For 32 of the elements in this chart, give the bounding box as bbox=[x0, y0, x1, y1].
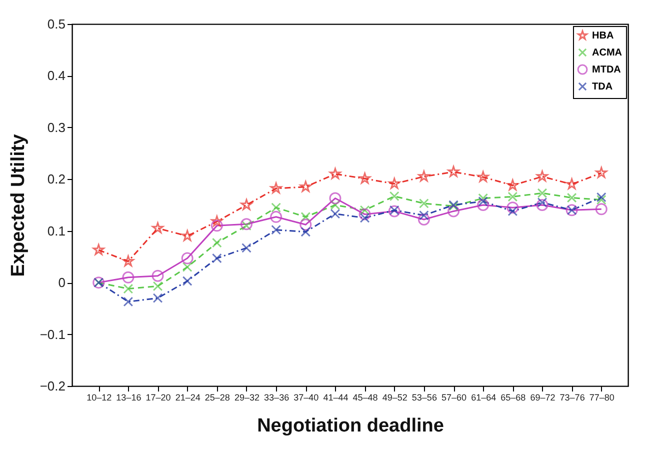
x-tick-label: 10–12 bbox=[86, 392, 112, 402]
x-tick-label: 49–52 bbox=[382, 392, 408, 402]
x-tick-label: 41–44 bbox=[323, 392, 348, 402]
legend-label: HBA bbox=[592, 30, 614, 42]
legend-label: ACMA bbox=[592, 48, 622, 58]
legend-label: MTDA bbox=[592, 64, 621, 76]
x-tick-label: 45–48 bbox=[352, 392, 378, 402]
x-tick-label: 77–80 bbox=[589, 392, 614, 402]
y-tick-label: −0.1 bbox=[40, 326, 66, 342]
y-tick-label: 0.1 bbox=[47, 223, 66, 238]
y-tick-label: 0.4 bbox=[47, 68, 66, 84]
x-tick-label: 33–36 bbox=[264, 392, 290, 402]
x-tick-label: 61–64 bbox=[471, 392, 496, 402]
x-tick-label: 17–20 bbox=[146, 392, 171, 402]
y-tick-label: 0.3 bbox=[47, 120, 66, 135]
x-tick-label: 65–68 bbox=[500, 392, 526, 402]
x-tick-label: 69–72 bbox=[530, 392, 556, 402]
x-axis-title: Negotiation deadline bbox=[257, 416, 444, 436]
y-tick-label: 0 bbox=[58, 275, 66, 290]
x-tick-label: 37–40 bbox=[294, 392, 319, 402]
x-tick-label: 25–28 bbox=[204, 392, 230, 402]
legend-label: TDA bbox=[592, 82, 613, 92]
y-tick-label: 0.5 bbox=[47, 16, 66, 32]
x-tick-label: 21–24 bbox=[175, 392, 200, 402]
y-tick-label: −0.2 bbox=[40, 378, 66, 394]
x-tick-label: 29–32 bbox=[234, 392, 260, 402]
x-tick-label: 73–76 bbox=[560, 392, 585, 402]
x-tick-label: 13–16 bbox=[116, 392, 142, 402]
x-tick-label: 57–60 bbox=[441, 392, 467, 402]
y-tick-label: 0.2 bbox=[47, 172, 66, 187]
x-tick-label: 53–56 bbox=[412, 392, 437, 402]
y-axis-title: Expected Utility bbox=[8, 134, 29, 277]
